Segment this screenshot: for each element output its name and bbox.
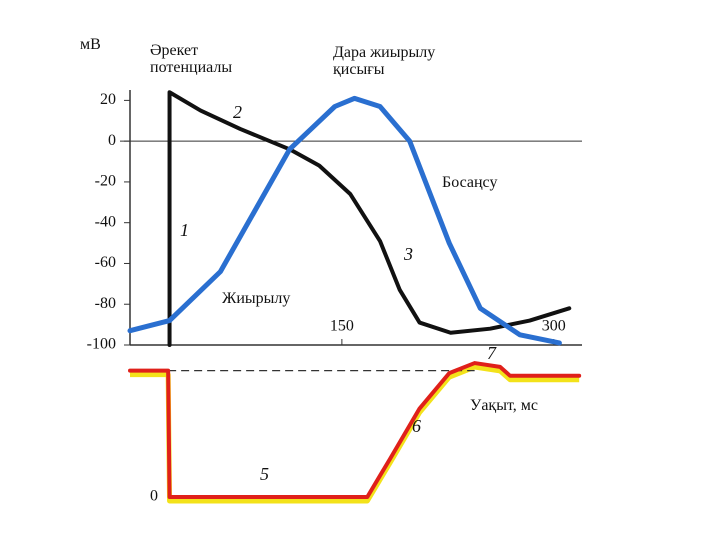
series-line bbox=[167, 90, 572, 347]
y-tick-label: 0 bbox=[108, 132, 116, 149]
y-tick-label: -80 bbox=[95, 295, 116, 312]
annotation: Босаңсу bbox=[442, 174, 498, 191]
x-tick-label: 150 bbox=[330, 318, 354, 335]
annotation: 5 bbox=[260, 464, 269, 484]
annotation: 7 bbox=[487, 343, 496, 363]
annotation: Әрекет потенциалы bbox=[150, 42, 233, 76]
y-tick-label: -20 bbox=[95, 173, 116, 190]
y-tick-label: 20 bbox=[100, 91, 116, 108]
annotation: Дара жиырылу қисығы bbox=[333, 44, 436, 78]
annotation: 6 bbox=[412, 416, 421, 436]
y-tick-label: 0 bbox=[150, 488, 158, 505]
excitability-shadow bbox=[130, 364, 580, 504]
y-tick-label: -40 bbox=[95, 213, 116, 230]
y-label: мВ bbox=[80, 36, 101, 53]
annotation: Жиырылу bbox=[222, 290, 291, 307]
series-line bbox=[128, 361, 582, 499]
y-tick-label: -60 bbox=[95, 254, 116, 271]
annotation: 1 bbox=[180, 220, 189, 240]
x-label: Уақыт, мс bbox=[470, 397, 538, 414]
y-tick-label: -100 bbox=[87, 336, 116, 353]
annotation: 2 bbox=[233, 102, 242, 122]
annotation: 3 bbox=[404, 244, 413, 264]
x-tick-label: 300 bbox=[542, 318, 566, 335]
series-line bbox=[127, 95, 562, 346]
